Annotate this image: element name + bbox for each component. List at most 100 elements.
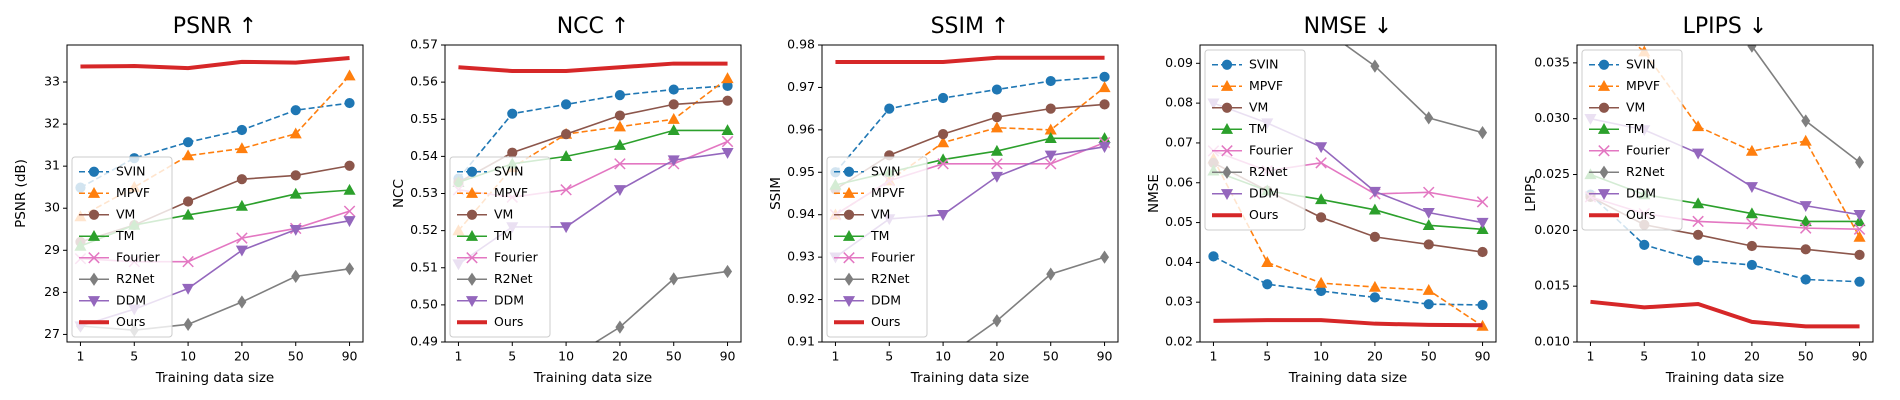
marker [88, 166, 100, 177]
marker [1099, 99, 1110, 110]
y-tick-label: 0.025 [1534, 166, 1570, 181]
y-tick-label: 0.52 [410, 222, 438, 237]
legend-label: TM [1625, 121, 1644, 136]
x-tick-label: 1 [76, 349, 84, 364]
series-line [594, 270, 728, 342]
marker [613, 139, 626, 150]
marker [345, 262, 355, 276]
y-tick-label: 0.010 [1534, 334, 1570, 349]
y-tick-label: 0.030 [1534, 110, 1570, 125]
y-tick-label: 0.06 [1165, 174, 1193, 189]
x-axis-label: Training data size [910, 370, 1029, 386]
x-tick-label: 10 [1313, 349, 1329, 364]
x-tick-label: 5 [130, 349, 138, 364]
marker [1422, 284, 1435, 295]
y-tick-label: 0.04 [1165, 254, 1193, 269]
marker [507, 108, 518, 119]
marker [344, 97, 355, 109]
x-axis-label: Training data size [1288, 370, 1407, 386]
marker [1854, 249, 1865, 261]
legend-label: DDM [116, 292, 146, 307]
marker [343, 216, 356, 228]
marker [991, 158, 1003, 170]
marker [235, 245, 248, 257]
marker [465, 296, 479, 307]
x-tick-label: 1 [454, 349, 462, 364]
marker [344, 160, 355, 171]
legend-label: TM [870, 228, 889, 243]
series-line [1344, 45, 1483, 134]
legend-label: VM [1249, 99, 1268, 114]
marker [466, 209, 478, 220]
y-tick-label: 0.98 [787, 37, 815, 52]
legend-box [71, 156, 173, 338]
y-tick-label: 0.57 [410, 37, 438, 52]
marker [1692, 215, 1704, 228]
marker [721, 124, 734, 136]
marker [1368, 186, 1381, 198]
marker [1222, 165, 1232, 179]
marker [1368, 203, 1381, 215]
marker [1597, 80, 1611, 91]
marker [991, 84, 1003, 95]
series-line [835, 86, 1106, 216]
marker [1692, 229, 1704, 240]
marker [1692, 255, 1704, 266]
marker [1208, 251, 1219, 262]
marker [723, 264, 733, 279]
legend-label: MPVF [871, 185, 905, 200]
marker [884, 103, 895, 114]
marker [1853, 223, 1866, 235]
x-tick-label: 90 [720, 349, 736, 364]
legend-label: R2Net [1626, 164, 1665, 179]
marker [1799, 222, 1812, 234]
y-tick-label: 0.93 [787, 249, 815, 264]
legend-label: SVIN [1249, 56, 1279, 71]
marker [182, 149, 195, 161]
legend-label: DDM [1249, 185, 1279, 200]
legend-label: MPVF [1626, 78, 1660, 93]
y-tick-label: 0.51 [410, 259, 438, 274]
marker [87, 296, 101, 307]
marker [1854, 276, 1865, 287]
marker [1369, 231, 1381, 242]
marker [1801, 114, 1811, 128]
marker [1098, 142, 1111, 154]
marker [1855, 155, 1865, 169]
marker [990, 121, 1003, 133]
marker [290, 105, 301, 116]
marker [937, 158, 949, 170]
legend-label: R2Net [1249, 164, 1288, 179]
marker [1853, 230, 1866, 242]
y-tick-label: 27 [44, 326, 60, 341]
marker [1221, 59, 1233, 70]
x-tick-label: 1 [1586, 349, 1594, 364]
marker [467, 272, 477, 286]
legend-label: Fourier [116, 249, 161, 264]
y-tick-label: 0.53 [410, 185, 438, 200]
y-tick-label: 0.55 [410, 111, 438, 126]
marker [614, 90, 626, 101]
y-tick-label: 0.49 [410, 334, 438, 349]
marker [613, 185, 626, 197]
series-line [1590, 299, 1860, 329]
axes-frame [1576, 44, 1874, 343]
axes-frame [444, 44, 742, 343]
chart-title: NMSE ↓ [1304, 14, 1393, 39]
marker [182, 208, 195, 220]
y-tick-label: 0.54 [410, 148, 438, 163]
marker [990, 144, 1003, 156]
marker [1369, 292, 1381, 303]
chart-title: PSNR ↑ [173, 14, 257, 39]
marker [1477, 246, 1488, 258]
marker [1262, 279, 1273, 290]
x-tick-label: 50 [1043, 349, 1059, 364]
marker [507, 147, 518, 158]
marker [614, 158, 626, 170]
marker [1745, 207, 1758, 219]
marker [1746, 259, 1758, 271]
x-tick-label: 10 [558, 349, 574, 364]
marker [1422, 219, 1435, 231]
marker [343, 183, 356, 195]
x-tick-label: 1 [1209, 349, 1217, 364]
